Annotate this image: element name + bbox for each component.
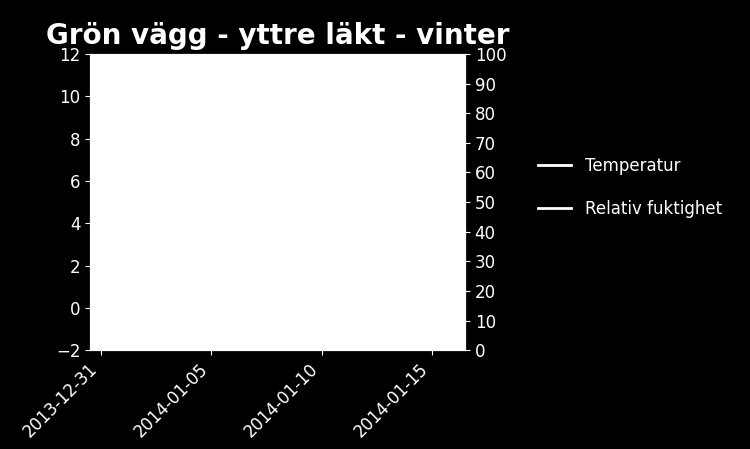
Legend: Temperatur, Relativ fuktighet: Temperatur, Relativ fuktighet: [530, 149, 730, 226]
Text: Grön vägg - yttre läkt - vinter: Grön vägg - yttre läkt - vinter: [46, 22, 509, 50]
